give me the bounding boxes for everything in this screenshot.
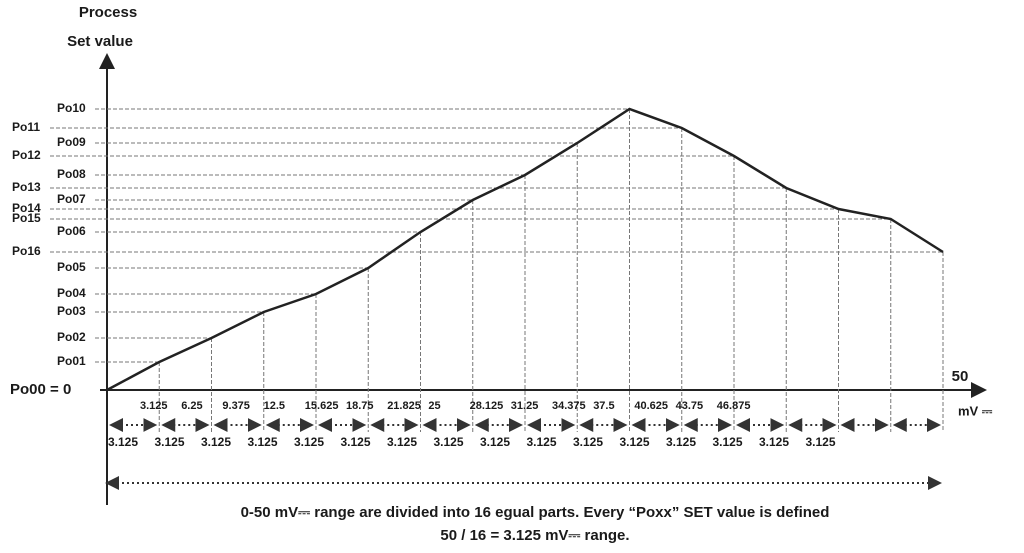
level-label: Po02 bbox=[57, 330, 86, 344]
level-label: Po12 bbox=[12, 148, 41, 162]
segment-label: 3.125 bbox=[527, 435, 557, 449]
x-tick-label: 15.625 bbox=[305, 400, 339, 412]
level-label: Po16 bbox=[12, 244, 41, 258]
y-title: Process bbox=[79, 4, 137, 21]
x-tick-label: 43.75 bbox=[676, 400, 704, 412]
caption: 0-50 mV⎓ range are divided into 16 egual… bbox=[241, 504, 830, 521]
segment-label: 3.125 bbox=[434, 435, 464, 449]
level-label: Po13 bbox=[12, 180, 41, 194]
x-tick-label: 21.825 bbox=[387, 400, 421, 412]
segment-label: 3.125 bbox=[201, 435, 231, 449]
y-title: Set value bbox=[67, 33, 133, 50]
x-tick-label: 18.75 bbox=[346, 400, 374, 412]
level-label: Po09 bbox=[57, 135, 86, 149]
x-tick-label: 25 bbox=[428, 400, 440, 412]
x-tick-label: 46.875 bbox=[717, 400, 751, 412]
segment-label: 3.125 bbox=[666, 435, 696, 449]
x-tick-label: 6.25 bbox=[181, 400, 202, 412]
x-tick-label: 31.25 bbox=[511, 400, 539, 412]
x-tick-label: 9.375 bbox=[222, 400, 250, 412]
x-tick-label: 3.125 bbox=[140, 400, 168, 412]
x-tick-label: 40.625 bbox=[634, 400, 668, 412]
level-label: Po06 bbox=[57, 224, 86, 238]
level-label: Po03 bbox=[57, 304, 86, 318]
segment-label: 3.125 bbox=[480, 435, 510, 449]
level-label: Po07 bbox=[57, 192, 86, 206]
x-unit: mV ⎓ bbox=[958, 403, 993, 418]
level-label: Po10 bbox=[57, 101, 86, 115]
level-label: Po15 bbox=[12, 211, 41, 225]
level-label: Po14 bbox=[12, 201, 41, 215]
level-label: Po05 bbox=[57, 260, 86, 274]
segment-label: 3.125 bbox=[341, 435, 371, 449]
level-label: Po11 bbox=[12, 120, 40, 134]
segment-label: 3.125 bbox=[108, 435, 138, 449]
level-label: Po04 bbox=[57, 286, 86, 300]
segment-label: 3.125 bbox=[248, 435, 278, 449]
segment-label: 3.125 bbox=[387, 435, 417, 449]
segment-label: 3.125 bbox=[759, 435, 789, 449]
origin-label: Po00 = 0 bbox=[10, 381, 71, 398]
x-end-label: 50 bbox=[952, 368, 969, 385]
x-tick-label: 37.5 bbox=[593, 400, 614, 412]
segment-label: 3.125 bbox=[294, 435, 324, 449]
level-label: Po08 bbox=[57, 167, 86, 181]
caption: 50 / 16 = 3.125 mV⎓ range. bbox=[440, 527, 629, 544]
level-label: Po01 bbox=[57, 354, 86, 368]
set-curve bbox=[106, 107, 944, 392]
segment-label: 3.125 bbox=[806, 435, 836, 449]
segment-label: 3.125 bbox=[713, 435, 743, 449]
x-tick-label: 12.5 bbox=[264, 400, 285, 412]
x-tick-label: 28.125 bbox=[470, 400, 504, 412]
segment-label: 3.125 bbox=[155, 435, 185, 449]
x-tick-label: 34.375 bbox=[552, 400, 586, 412]
segment-label: 3.125 bbox=[573, 435, 603, 449]
segment-label: 3.125 bbox=[620, 435, 650, 449]
